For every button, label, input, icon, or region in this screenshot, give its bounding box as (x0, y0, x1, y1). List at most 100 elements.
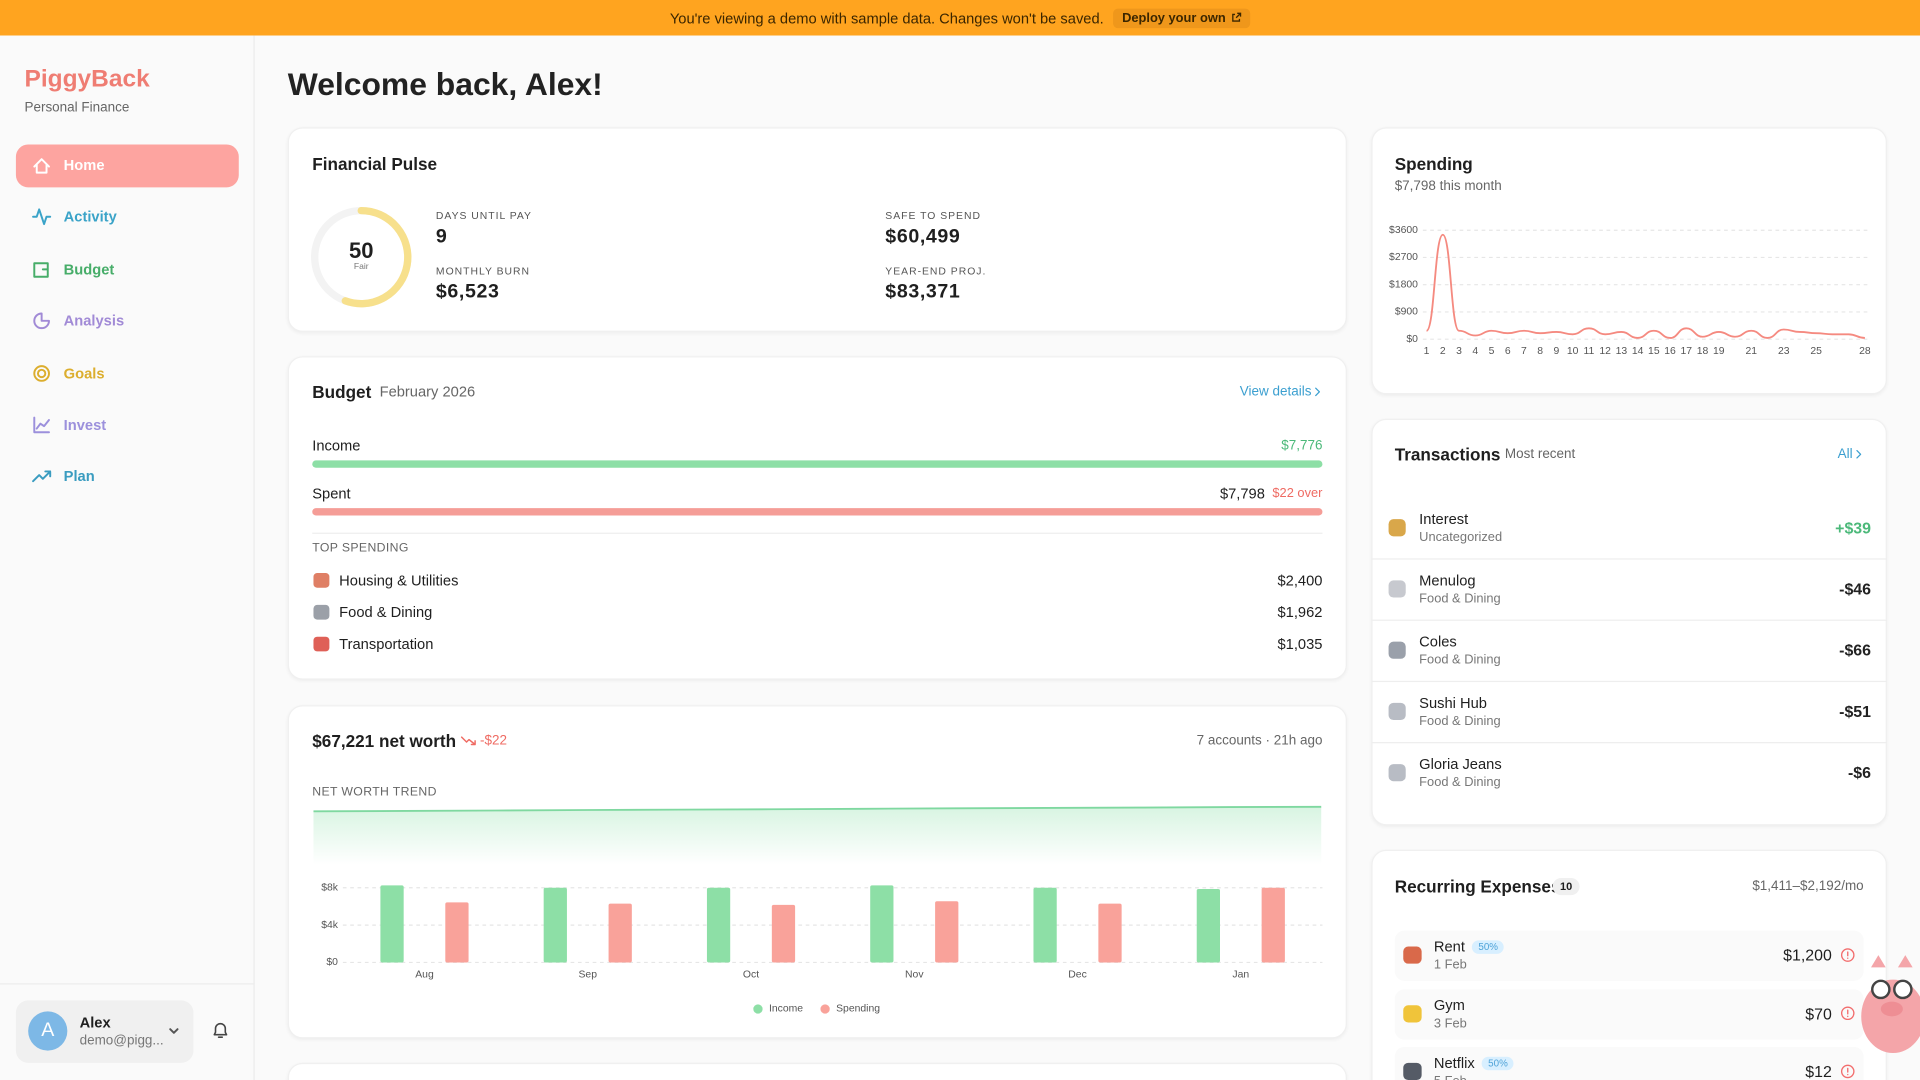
metric-value: $60,499 (885, 226, 961, 248)
recurring-amount: $1,200 (1783, 945, 1832, 965)
share-badge: 50% (1482, 1056, 1514, 1070)
nav-item[interactable]: Analysis (63, 312, 125, 330)
card-title: Transactions (1394, 444, 1501, 465)
name-group: Netflix 50% (1434, 1054, 1514, 1071)
category-icon (313, 636, 330, 652)
tx-name: Interest (1419, 510, 1469, 528)
count-badge: 10 (1552, 877, 1580, 896)
pulse-card (287, 127, 1347, 332)
recurring-name: Gym (1433, 996, 1465, 1014)
row-divider (1371, 619, 1887, 621)
category-name: Transportation (339, 635, 434, 653)
category-name: Housing & Utilities (339, 571, 459, 589)
category-amount: $2,400 (1277, 571, 1323, 589)
recurring-date: 5 Feb (1434, 1074, 1467, 1080)
row-divider (1371, 558, 1887, 560)
all-link[interactable]: All (1837, 446, 1853, 462)
banner: You're viewing a demo with sample data. … (0, 0, 1920, 36)
budget-period: February 2026 (379, 383, 476, 401)
nav-item[interactable]: Invest (63, 416, 107, 434)
category-icon (313, 604, 330, 620)
metric-label: DAYS UNTIL PAY (435, 209, 532, 222)
tx-amount: -$51 (1839, 702, 1872, 721)
tx-amount: +$39 (1835, 518, 1872, 537)
divider (312, 532, 1323, 534)
net-worth-headline: $67,221 net worth (312, 731, 457, 751)
sidebar-divider (0, 983, 255, 985)
score-label: Fair (353, 262, 369, 272)
avatar-initial: A (41, 1020, 55, 1041)
recurring-icon (1403, 946, 1422, 964)
chart-title: NET WORTH TREND (312, 785, 437, 799)
card-title: Spending (1394, 154, 1473, 174)
tx-name: Menulog (1419, 571, 1476, 589)
tx-name: Coles (1419, 633, 1457, 651)
metric-label: YEAR-END PROJ. (885, 264, 987, 277)
recurring-date: 1 Feb (1433, 957, 1467, 973)
page-title: Welcome back, Alex! (287, 65, 603, 103)
tx-category: Food & Dining (1419, 713, 1501, 729)
category-amount: $1,035 (1277, 635, 1323, 653)
card-subtitle: Most recent (1504, 446, 1576, 462)
recurring-row (1394, 988, 1864, 1039)
section-label: TOP SPENDING (312, 541, 409, 556)
tx-icon (1388, 702, 1406, 720)
nav-item[interactable]: Goals (63, 364, 105, 383)
deploy-button[interactable]: Deploy your own (1113, 7, 1251, 28)
income-label: Income (312, 437, 361, 455)
sidebar (0, 35, 255, 1080)
tx-icon (1388, 519, 1406, 537)
tx-category: Food & Dining (1419, 652, 1501, 668)
recurring-date: 3 Feb (1433, 1015, 1467, 1031)
tx-amount: -$6 (1848, 763, 1872, 782)
category-icon (313, 573, 330, 588)
tx-category: Food & Dining (1419, 591, 1501, 607)
brand: PiggyBack (24, 65, 150, 93)
user-email: demo@pigg... (79, 1033, 164, 1049)
recurring-amount: $12 (1805, 1062, 1832, 1080)
category-amount: $1,962 (1277, 603, 1323, 621)
card-title: Financial Pulse (312, 154, 438, 174)
nav-item[interactable]: Activity (63, 208, 117, 226)
external-icon (1232, 12, 1242, 22)
budget-card (287, 356, 1347, 680)
recurring-name: Netflix (1433, 1054, 1475, 1072)
avatar (28, 1011, 68, 1051)
next-card (287, 1062, 1347, 1080)
card-title: Recurring Expenses (1394, 876, 1561, 897)
transactions-card (1371, 418, 1887, 826)
tx-category: Food & Dining (1419, 775, 1501, 790)
recurring-row (1394, 1046, 1864, 1080)
recurring-icon (1403, 1062, 1422, 1080)
view-details[interactable]: View details (1239, 384, 1312, 400)
share-badge: 50% (1472, 939, 1505, 954)
card-subtitle: $7,798 this month (1394, 178, 1502, 194)
tagline: Personal Finance (24, 100, 130, 116)
spent-over: $22 over (1272, 486, 1323, 501)
nav-item[interactable]: Budget (63, 260, 115, 278)
nav-item[interactable]: Home (63, 156, 105, 174)
metric-label: SAFE TO SPEND (885, 209, 981, 222)
spent-bar (312, 508, 1323, 516)
tx-name: Gloria Jeans (1419, 755, 1502, 773)
recurring-amount: $70 (1805, 1004, 1832, 1023)
metric-value: 9 (435, 226, 448, 248)
metric-label: MONTHLY BURN (435, 264, 530, 277)
tx-name: Sushi Hub (1419, 694, 1487, 712)
income-bar (312, 460, 1323, 468)
row-divider (1371, 742, 1887, 744)
tx-amount: -$66 (1839, 641, 1872, 660)
tx-amount: -$46 (1839, 579, 1872, 599)
deploy-label: Deploy your own (1122, 10, 1226, 26)
recurring-row (1394, 930, 1864, 981)
tx-icon (1388, 580, 1406, 598)
name-group: Gym (1434, 996, 1465, 1013)
recurring-name: Rent (1433, 937, 1465, 956)
spent-label: Spent (312, 484, 351, 503)
nav-item[interactable]: Plan (63, 467, 95, 485)
metric-value: $6,523 (435, 281, 500, 303)
recurring-icon (1403, 1004, 1422, 1022)
metric-value: $83,371 (885, 281, 961, 303)
